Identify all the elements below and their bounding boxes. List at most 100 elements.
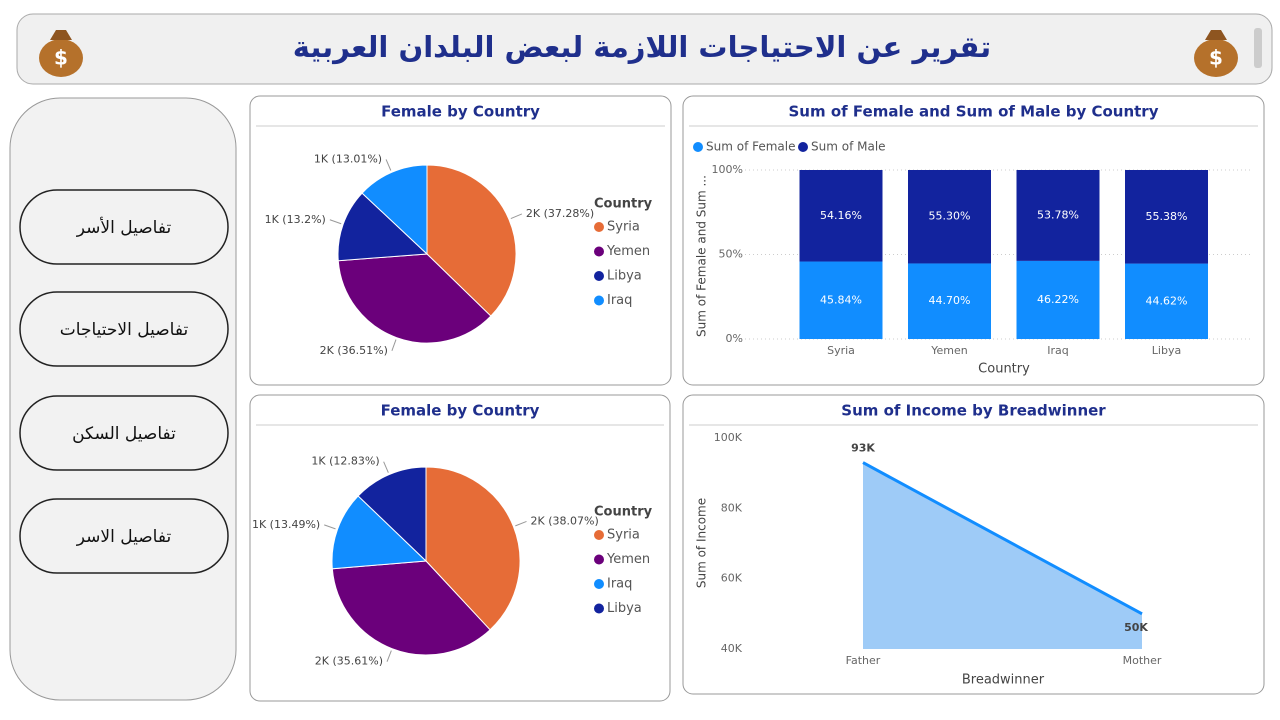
legend-swatch (594, 603, 604, 614)
page-title: تقرير عن الاحتياجات اللازمة لبعض البلدان… (293, 30, 991, 64)
bar-segment (1016, 170, 1100, 261)
nav-button-label[interactable]: تفاصيل الاحتياجات (60, 320, 189, 340)
data-label: 53.78% (1037, 208, 1079, 221)
legend-label: Sum of Male (811, 140, 886, 154)
nav-button-label[interactable]: تفاصيل الاسر (76, 527, 172, 547)
money-bag-icon: $ (39, 30, 83, 77)
legend-label: Libya (607, 601, 642, 616)
chart-title: Female by Country (381, 103, 540, 121)
leader-line (383, 461, 389, 473)
legend-label: Iraq (607, 293, 632, 308)
data-label: 55.30% (929, 210, 971, 223)
nav-button-label[interactable]: تفاصيل السكن (72, 424, 176, 444)
nav-button[interactable] (19, 189, 229, 265)
y-tick-label: 60K (721, 572, 743, 585)
data-label: 44.70% (929, 294, 971, 307)
nav-button[interactable] (19, 291, 229, 367)
bar-segment (1125, 170, 1208, 264)
legend-label: Syria (607, 528, 640, 543)
data-label: 93K (851, 442, 875, 455)
data-label: 2K (38.07%) (531, 514, 599, 527)
legend-label: Libya (607, 269, 642, 284)
area-fill (863, 462, 1142, 649)
svg-text:$: $ (1209, 46, 1223, 70)
x-tick-label: Yemen (930, 344, 968, 357)
pie-slice (426, 164, 517, 317)
data-label: 2K (37.28%) (526, 207, 594, 220)
x-tick-label: Mother (1123, 654, 1162, 667)
legend-swatch (594, 554, 604, 565)
money-bag-icon: $ (1194, 30, 1238, 77)
leader-line (329, 219, 342, 225)
bar-segment (908, 170, 991, 264)
data-label: 1K (13.49%) (252, 518, 320, 531)
y-axis-label: Sum of Female and Sum ... (695, 175, 709, 337)
data-label: 45.84% (820, 293, 862, 306)
nav-button[interactable] (19, 395, 229, 471)
legend-swatch (594, 222, 604, 232)
leader-line (324, 524, 336, 530)
y-tick-label: 80K (721, 501, 743, 514)
data-label: 1K (13.2%) (265, 213, 326, 226)
y-tick-label: 100% (712, 163, 743, 176)
chart-title: Sum of Female and Sum of Male by Country (789, 103, 1159, 121)
header-box (16, 13, 1273, 85)
legend-label: Yemen (606, 552, 650, 567)
x-tick-label: Iraq (1047, 344, 1069, 357)
x-tick-label: Father (846, 654, 881, 667)
pie-slice (331, 560, 491, 656)
x-tick-label: Libya (1152, 344, 1181, 357)
line (862, 461, 1143, 616)
leader-line (510, 213, 523, 220)
legend-swatch (594, 530, 604, 540)
legend-swatch (594, 246, 604, 257)
chart-title: Sum of Income by Breadwinner (841, 402, 1106, 420)
x-axis-label: Country (978, 362, 1030, 377)
pie-slice (337, 192, 429, 262)
data-label: 2K (35.61%) (315, 655, 383, 668)
data-label: 1K (13.01%) (314, 152, 382, 165)
x-axis-label: Breadwinner (962, 673, 1045, 688)
pie-slice (331, 495, 428, 570)
legend-label: Syria (607, 220, 640, 235)
data-label: 2K (36.51%) (320, 344, 388, 357)
legend-swatch (594, 271, 604, 281)
data-label: 1K (12.83%) (311, 455, 379, 468)
leader-line (515, 520, 527, 527)
scrollbar (1254, 28, 1262, 68)
chart-title: Female by Country (381, 402, 540, 420)
bar-segment (1125, 263, 1208, 339)
leader-line (385, 159, 392, 171)
svg-text:$: $ (54, 46, 68, 70)
bar-segment (1016, 260, 1100, 339)
legend-label: Iraq (607, 577, 632, 592)
nav-button[interactable] (19, 498, 229, 574)
y-tick-label: 0% (726, 332, 743, 345)
bar-segment (799, 261, 883, 339)
pie-slice (425, 466, 521, 631)
pie-slice (337, 253, 492, 344)
legend-swatch (594, 295, 604, 306)
legend-label: Yemen (606, 244, 650, 259)
y-axis-label: Sum of Income (695, 498, 709, 588)
pie-slice (361, 164, 428, 256)
legend-title: Country (594, 505, 653, 520)
nav-button-label[interactable]: تفاصيل الأسر (76, 217, 172, 238)
bar-segment (908, 263, 991, 339)
leader-line (391, 339, 397, 352)
legend-swatch (594, 579, 604, 589)
y-tick-label: 40K (721, 642, 743, 655)
y-tick-label: 50% (719, 248, 743, 261)
x-tick-label: Syria (827, 344, 855, 357)
y-tick-label: 100K (714, 431, 743, 444)
data-label: 46.22% (1037, 293, 1079, 306)
legend-swatch (798, 142, 808, 152)
legend-title: Country (594, 197, 653, 212)
legend-label: Sum of Female (706, 140, 796, 154)
bar-segment (799, 170, 883, 262)
data-label: 55.38% (1146, 210, 1188, 223)
legend-swatch (693, 142, 703, 152)
data-label: 44.62% (1146, 294, 1188, 307)
